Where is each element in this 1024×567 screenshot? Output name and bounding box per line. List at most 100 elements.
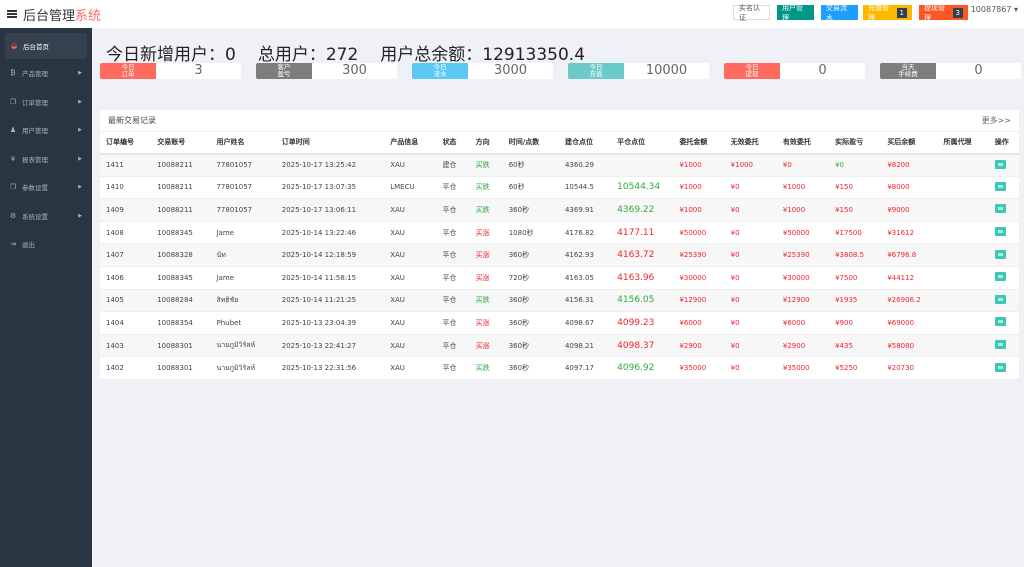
cell-6: 买跌 bbox=[469, 198, 503, 222]
cell-15 bbox=[937, 266, 989, 290]
column-header: 订单时间 bbox=[275, 131, 385, 155]
detail-icon[interactable] bbox=[994, 362, 1006, 372]
user-dropdown[interactable]: 10087867 ▾ bbox=[970, 5, 1018, 14]
header-button-label: 用户管理 bbox=[782, 3, 803, 22]
cell-4: XAU bbox=[384, 334, 437, 358]
cell-12: ¥2900 bbox=[776, 334, 830, 358]
sidebar-item-label: 退出 bbox=[22, 241, 35, 250]
cell-11: ¥0 bbox=[724, 289, 777, 313]
header-button-4[interactable]: 提现管理 3 bbox=[919, 4, 968, 22]
cell-15 bbox=[937, 221, 989, 245]
dashboard-icon: ◒ bbox=[10, 42, 18, 50]
cell-9: 4177.11 bbox=[611, 221, 674, 245]
column-header: 委托金额 bbox=[673, 131, 725, 155]
cell-12: ¥30000 bbox=[776, 266, 830, 290]
new-users-today: 今日新增用户：0 bbox=[106, 45, 236, 65]
chevron-right-icon: ▶ bbox=[78, 98, 82, 105]
cell-1: 10088345 bbox=[151, 221, 211, 245]
sidebar-item-0[interactable]: ◒ 后台首页 bbox=[5, 33, 87, 59]
column-header: 操作 bbox=[988, 131, 1019, 155]
detail-icon[interactable] bbox=[994, 181, 1006, 191]
sidebar-item-2[interactable]: ❐ 订单管理 ▶ bbox=[0, 88, 92, 117]
cell-9: 10544.34 bbox=[611, 176, 674, 200]
cell-10: ¥2900 bbox=[673, 334, 725, 358]
chevron-right-icon: ▶ bbox=[78, 212, 82, 219]
column-header: 无效委托 bbox=[724, 131, 777, 155]
detail-icon[interactable] bbox=[994, 159, 1006, 169]
sidebar-item-1[interactable]: ₿ 产品管理 ▶ bbox=[0, 59, 92, 88]
stat-value: 3 bbox=[194, 63, 203, 78]
cell-2: นัท bbox=[210, 243, 276, 267]
sidebar: ◒ 后台首页 ₿ 产品管理 ▶ ❐ 订单管理 ▶ ♟ 用户管理 ▶ ¥ 报表管理 ▶ ❐ 参数设置 ▶ ⚙ 系统设置… bbox=[0, 28, 92, 567]
cell-7: 1080秒 bbox=[502, 221, 559, 245]
cell-8: 4162.93 bbox=[558, 243, 612, 267]
cell-3: 2025-10-17 13:06:11 bbox=[275, 198, 385, 222]
stat-card-0: 今日 订单 3 bbox=[100, 63, 241, 79]
detail-icon[interactable] bbox=[994, 227, 1006, 237]
cell-15 bbox=[937, 243, 989, 267]
header-button-0[interactable]: 实名认证 bbox=[733, 4, 770, 22]
sidebar-item-5[interactable]: ❐ 参数设置 ▶ bbox=[0, 173, 92, 202]
cell-13: ¥1935 bbox=[829, 289, 882, 313]
cell-3: 2025-10-14 11:21:25 bbox=[275, 289, 385, 313]
sidebar-item-6[interactable]: ⚙ 系统设置 ▶ bbox=[0, 202, 92, 231]
cell-0: 1409 bbox=[100, 198, 152, 222]
sidebar-item-3[interactable]: ♟ 用户管理 ▶ bbox=[0, 116, 92, 145]
menu-icon[interactable] bbox=[7, 10, 17, 18]
cell-6: 买跌 bbox=[469, 289, 503, 313]
summary: 今日新增用户：0 总用户：272 用户总余额：12913350.4 bbox=[106, 40, 607, 65]
cell-15 bbox=[937, 356, 989, 380]
detail-icon[interactable] bbox=[994, 294, 1006, 304]
detail-icon[interactable] bbox=[994, 317, 1006, 327]
bitcoin-icon: ₿ bbox=[10, 69, 16, 78]
cell-8: 4360.29 bbox=[558, 153, 612, 177]
detail-icon[interactable] bbox=[994, 340, 1006, 350]
cell-15 bbox=[937, 289, 989, 313]
cell-14: ¥8200 bbox=[881, 153, 938, 177]
cell-3: 2025-10-13 23:04:39 bbox=[275, 311, 385, 335]
cell-0: 1408 bbox=[100, 221, 152, 245]
cell-4: XAU bbox=[384, 221, 437, 245]
action-cell bbox=[988, 221, 1019, 245]
cell-7: 60秒 bbox=[502, 153, 559, 177]
cell-4: XAU bbox=[384, 311, 437, 335]
cell-3: 2025-10-14 13:22:46 bbox=[275, 221, 385, 245]
cell-14: ¥6796.8 bbox=[881, 243, 938, 267]
header-button-2[interactable]: 交易流水 bbox=[821, 4, 858, 22]
stat-label-line2: 手续费 bbox=[898, 70, 918, 78]
cell-12: ¥1000 bbox=[776, 198, 830, 222]
cell-10: ¥1000 bbox=[673, 198, 725, 222]
cell-10: ¥25390 bbox=[673, 243, 725, 267]
cell-13: ¥17500 bbox=[829, 221, 882, 245]
more-link[interactable]: 更多>> bbox=[981, 116, 1011, 125]
cell-7: 360秒 bbox=[502, 289, 559, 313]
copy-icon: ❐ bbox=[9, 97, 17, 106]
count-badge: 3 bbox=[952, 7, 963, 18]
cell-8: 4163.05 bbox=[558, 266, 612, 290]
header-button-3[interactable]: 充值管理 1 bbox=[863, 4, 912, 22]
cell-6: 买涨 bbox=[469, 334, 503, 358]
detail-icon[interactable] bbox=[994, 249, 1006, 259]
panel-title: 最新交易记录 bbox=[108, 116, 156, 125]
header-button-1[interactable]: 用户管理 bbox=[777, 3, 814, 22]
yen-icon: ¥ bbox=[10, 154, 16, 163]
stat-label-line1: 今日 bbox=[433, 63, 447, 71]
sidebar-item-label: 报表管理 bbox=[22, 155, 48, 164]
table-row: 1407 10088328 นัท 2025-10-14 12:18:59 XAU 平仓买… bbox=[100, 243, 1019, 267]
stat-label-line2: 提现 bbox=[745, 70, 759, 78]
cell-13: ¥150 bbox=[829, 176, 882, 200]
sidebar-item-7[interactable]: ⇥ 退出 bbox=[0, 230, 92, 259]
action-cell bbox=[988, 153, 1019, 177]
cell-14: ¥58080 bbox=[881, 334, 938, 358]
sidebar-item-4[interactable]: ¥ 报表管理 ▶ bbox=[0, 145, 92, 174]
copy-icon: ❐ bbox=[9, 183, 17, 192]
detail-icon[interactable] bbox=[994, 272, 1006, 282]
cell-8: 10544.5 bbox=[558, 176, 612, 200]
cell-2: 77801057 bbox=[210, 153, 276, 177]
cell-11: ¥0 bbox=[724, 176, 777, 200]
column-header: 交易账号 bbox=[151, 131, 211, 155]
cell-7: 60秒 bbox=[502, 176, 559, 200]
cell-6: 买跌 bbox=[469, 356, 503, 380]
detail-icon[interactable] bbox=[994, 204, 1006, 214]
cell-6: 买涨 bbox=[469, 311, 503, 335]
